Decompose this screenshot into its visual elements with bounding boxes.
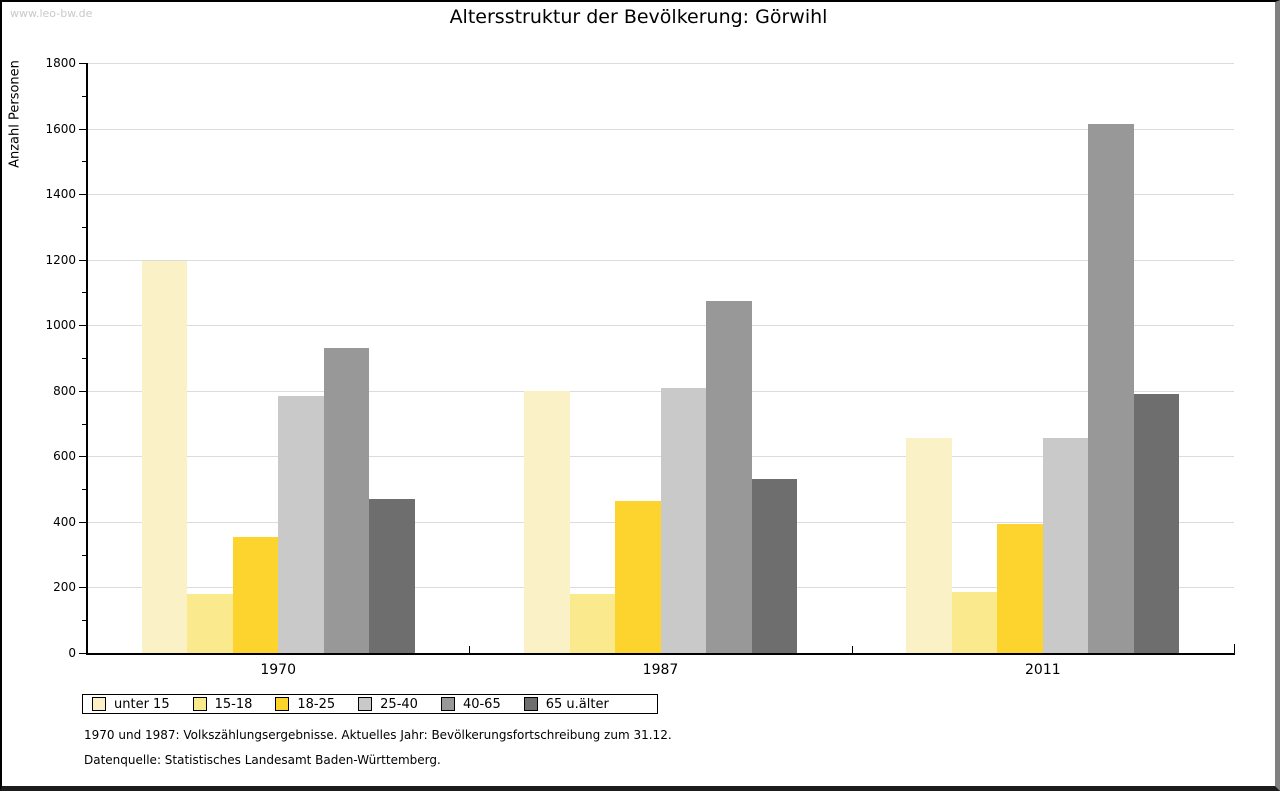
- y-axis-line: [86, 63, 88, 655]
- y-major-tick-200: [79, 587, 86, 589]
- footnote-data-source: Datenquelle: Statistisches Landesamt Bad…: [84, 753, 441, 767]
- legend-item-40-65: 40-65: [440, 696, 501, 712]
- bar-25-40-1970: [278, 395, 324, 653]
- gridline-1400: [87, 194, 1234, 196]
- legend-label: 18-25: [297, 696, 336, 712]
- y-major-tick-1600: [79, 128, 86, 130]
- bar-18-25-1987: [615, 500, 661, 653]
- bar-65-u-lter-1987: [751, 479, 797, 653]
- y-major-tick-800: [79, 390, 86, 392]
- legend-swatch-40-65: [440, 697, 455, 711]
- y-minor-tick-300: [82, 554, 86, 556]
- y-minor-tick-1500: [82, 161, 86, 163]
- gridline-1200: [87, 259, 1234, 261]
- gridline-1000: [87, 325, 1234, 327]
- y-major-tick-600: [79, 456, 86, 458]
- y-minor-tick-900: [82, 358, 86, 359]
- y-tick-label-600: 600: [53, 449, 76, 464]
- legend-item-unter-15: unter 15: [92, 697, 170, 712]
- y-tick-label-1600: 1600: [45, 121, 76, 136]
- x-tick-label-1987: 1987: [642, 662, 679, 678]
- y-minor-tick-700: [82, 423, 86, 425]
- gridline-1600: [87, 128, 1234, 130]
- x-boundary-tick-2: [851, 646, 853, 653]
- legend-label: unter 15: [114, 696, 170, 712]
- bar-15-18-2011: [951, 592, 998, 653]
- legend-label: 40-65: [462, 696, 501, 712]
- bar-40-65-2011: [1088, 123, 1134, 653]
- bar-15-18-1987: [569, 594, 615, 653]
- watermark-text: www.leo-bw.de: [10, 7, 93, 20]
- bar-unter-15-2011: [906, 438, 952, 653]
- y-minor-tick-1700: [82, 95, 86, 97]
- legend-swatch-unter-15: [92, 697, 106, 711]
- y-major-tick-0: [79, 653, 86, 654]
- x-tick-label-1970: 1970: [260, 662, 296, 678]
- bar-unter-15-1987: [524, 390, 570, 653]
- y-tick-label-1400: 1400: [45, 187, 76, 202]
- legend-swatch-15-18: [192, 697, 207, 711]
- legend-swatch-25-40: [358, 697, 373, 711]
- legend-item-18-25: 18-25: [275, 697, 335, 712]
- y-minor-tick-100: [82, 620, 86, 622]
- bar-unter-15-1970: [141, 261, 188, 653]
- bar-18-25-1970: [232, 536, 279, 653]
- legend-swatch-18-25: [275, 697, 290, 711]
- gridline-1800: [87, 63, 1234, 64]
- bar-65-u-lter-1970: [369, 498, 415, 653]
- bar-18-25-2011: [997, 523, 1043, 653]
- bar-25-40-1987: [660, 387, 706, 653]
- legend-swatch-65-u-lter: [523, 697, 538, 711]
- bar-65-u-lter-2011: [1133, 394, 1180, 653]
- y-tick-label-200: 200: [53, 580, 76, 595]
- footnote-source-note: 1970 und 1987: Volkszählungsergebnisse. …: [84, 728, 672, 742]
- legend-item-15-18: 15-18: [192, 696, 253, 712]
- legend-label: 15-18: [214, 696, 253, 712]
- legend-label: 65 u.älter: [545, 696, 609, 712]
- y-tick-label-0: 0: [68, 646, 76, 660]
- bar-15-18-1970: [187, 594, 233, 653]
- x-axis-end-tick: [1234, 644, 1235, 653]
- y-minor-tick-1100: [82, 292, 86, 294]
- legend-item-65-u-lter: 65 u.älter: [523, 696, 609, 712]
- y-tick-label-1800: 1800: [45, 56, 76, 70]
- y-minor-tick-1300: [82, 226, 86, 228]
- y-tick-label-800: 800: [53, 383, 76, 398]
- bar-25-40-2011: [1042, 438, 1089, 653]
- legend: unter 15 15-18 18-25 25-40 40-65 65 u.älter: [82, 694, 658, 714]
- legend-label: 25-40: [380, 696, 418, 712]
- y-major-tick-1000: [79, 325, 86, 327]
- x-tick-label-2011: 2011: [1025, 662, 1061, 678]
- y-tick-label-1200: 1200: [45, 252, 76, 267]
- y-major-tick-1200: [79, 259, 86, 261]
- x-axis-line: [86, 653, 1235, 655]
- y-tick-label-400: 400: [53, 514, 76, 529]
- y-major-tick-400: [79, 521, 86, 523]
- y-tick-label-1000: 1000: [45, 318, 76, 333]
- bar-40-65-1970: [323, 348, 370, 653]
- y-major-tick-1400: [79, 194, 86, 196]
- legend-item-25-40: 25-40: [358, 697, 418, 712]
- chart-title: Altersstruktur der Bevölkerung: Görwihl: [449, 6, 828, 28]
- x-boundary-tick-1: [469, 646, 471, 653]
- y-minor-tick-500: [82, 489, 86, 491]
- y-major-tick-1800: [79, 63, 86, 64]
- bar-40-65-1987: [706, 300, 752, 653]
